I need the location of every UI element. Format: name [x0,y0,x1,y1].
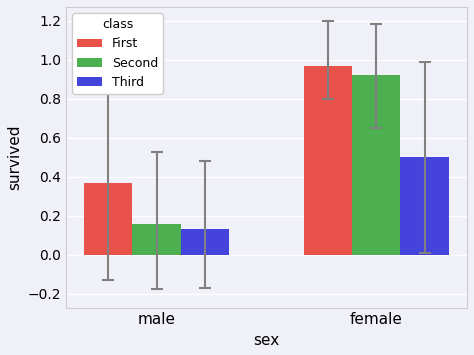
Legend: First, Second, Third: First, Second, Third [72,13,164,94]
Bar [132,224,181,255]
X-axis label: sex: sex [253,333,280,348]
Bar [401,157,449,255]
Bar [84,183,132,255]
Bar [304,66,352,255]
Bar [181,229,229,255]
Y-axis label: survived: survived [7,125,22,190]
Bar [352,75,401,255]
